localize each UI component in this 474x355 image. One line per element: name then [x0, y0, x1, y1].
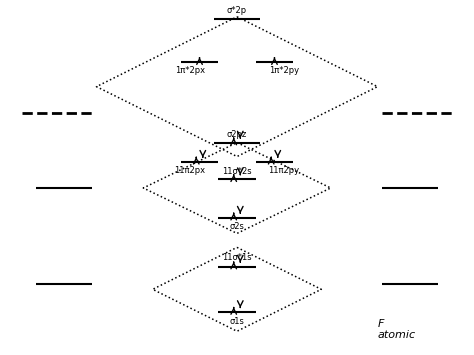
- Text: 1π*2py: 1π*2py: [269, 66, 299, 75]
- Text: σ2s: σ2s: [229, 222, 245, 231]
- Text: 11σ*2s: 11σ*2s: [222, 167, 252, 176]
- Text: σ*2p: σ*2p: [227, 6, 247, 15]
- Text: 1π*2px: 1π*2px: [175, 66, 205, 75]
- Text: 11σ*1s: 11σ*1s: [222, 253, 252, 262]
- Text: σ2pz: σ2pz: [227, 130, 247, 139]
- Text: F
atomic: F atomic: [377, 319, 416, 340]
- Text: 11π2px: 11π2px: [174, 166, 206, 175]
- Text: σ1s: σ1s: [229, 317, 245, 326]
- Text: 11π2py: 11π2py: [268, 166, 300, 175]
